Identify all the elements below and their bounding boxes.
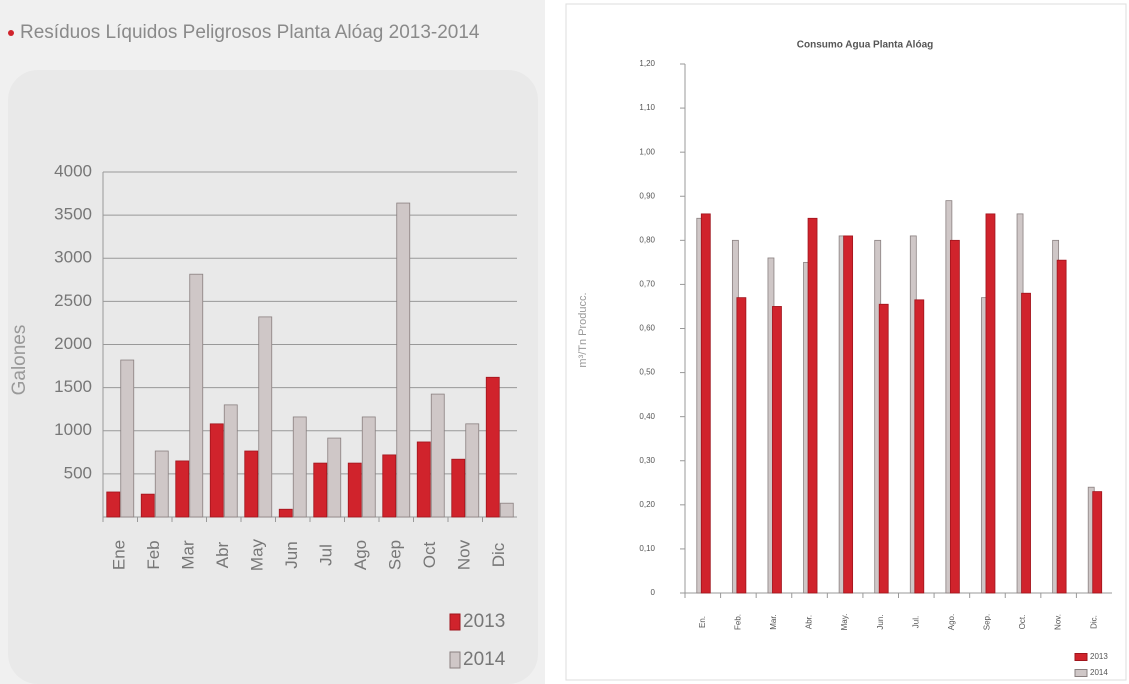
x-tick-label: Oct [420,542,439,569]
legend-label: 2013 [1090,652,1108,661]
bar [416,441,431,518]
legend-label: 2014 [463,649,506,670]
bar [949,239,960,594]
bar [430,393,445,518]
x-tick-label: Abr [213,541,232,568]
y-tick-label: 0,10 [639,544,655,553]
x-tick-label: Jul [317,544,336,566]
bar [1092,491,1103,594]
x-tick-label: Nov. [1054,614,1063,630]
legend-swatch [1074,653,1088,661]
legend-swatch [1074,669,1088,677]
y-tick-label: 3500 [54,205,92,224]
y-tick-label: 1,20 [639,59,655,68]
y-tick-label: 1000 [54,420,92,439]
chart-title: Consumo Agua Planta Alóag [797,40,934,51]
x-tick-label: Nov [455,539,474,570]
x-tick-label: Ago. [947,614,956,630]
y-tick-label: 1,00 [639,147,655,156]
y-tick-label: 1,10 [639,103,655,112]
bar [807,217,818,594]
legend-swatch [449,613,461,631]
y-tick-label: 1500 [54,377,92,396]
bar [985,213,996,594]
bar [736,297,747,594]
x-tick-label: Jul. [911,616,920,628]
y-tick-label: 0,50 [639,368,655,377]
bar [772,306,782,594]
title-bullet [8,30,14,36]
bar [700,213,711,594]
bar [189,273,204,518]
bar [175,460,190,518]
y-tick-label: 0,80 [639,235,655,244]
bar [451,458,466,518]
bar [244,450,259,518]
y-tick-label: 4000 [54,161,92,180]
bar [106,491,121,518]
bar [465,423,480,518]
bar [1056,259,1067,594]
y-tick-label: 0,90 [639,191,655,200]
bar [154,450,169,518]
bar [1021,292,1031,594]
x-tick-label: Jun [282,541,301,568]
bar [120,359,135,518]
y-tick-label: 2500 [54,291,92,310]
bar [914,299,925,594]
legend-label: 2014 [1090,668,1108,677]
y-tick-label: 3000 [54,248,92,267]
y-tick-label: 0,70 [639,280,655,289]
y-tick-label: 0 [651,588,656,597]
y-tick-label: 0,30 [639,456,655,465]
bar [396,202,411,518]
x-tick-label: Oct. [1018,615,1027,630]
x-tick-label: Sep [386,540,405,570]
bar [292,416,307,518]
x-tick-label: Feb [144,540,163,569]
bar [347,462,362,518]
x-tick-label: Dic. [1089,615,1098,629]
x-tick-label: Ago [351,540,370,570]
x-tick-label: May. [840,614,849,631]
bar [278,508,293,518]
x-tick-label: Dic [489,542,508,567]
bar [382,454,397,518]
y-tick-label: 2000 [54,334,92,353]
bar [878,303,889,594]
bar [361,416,376,518]
bar [499,502,514,518]
y-tick-label: 500 [64,463,92,482]
x-tick-label: En. [698,616,707,628]
x-tick-label: Feb. [733,614,742,630]
x-tick-label: Jun. [876,614,885,629]
chart-title: Resíduos Líquidos Peligrosos Planta Alóa… [20,22,480,43]
y-axis-label: Galones [9,325,30,396]
bar [843,235,854,594]
legend-swatch [449,651,461,669]
x-tick-label: Ene [110,540,129,570]
bar [223,404,238,518]
y-tick-label: 0,20 [639,500,655,509]
y-tick-label: 0,40 [639,412,655,421]
legend-label: 2013 [463,611,505,632]
x-tick-label: Abr. [805,615,814,629]
x-tick-label: Mar [179,540,198,570]
bar [140,493,155,518]
bar [485,376,500,518]
bar [258,316,273,518]
x-tick-label: May [248,538,267,571]
x-tick-label: Sep. [983,614,992,630]
bar [327,437,342,518]
bar [313,462,328,518]
y-tick-label: 0,60 [639,324,655,333]
x-tick-label: Mar. [769,614,778,630]
y-axis-label: m³/Tn Producc. [577,292,589,367]
bar [209,423,224,518]
